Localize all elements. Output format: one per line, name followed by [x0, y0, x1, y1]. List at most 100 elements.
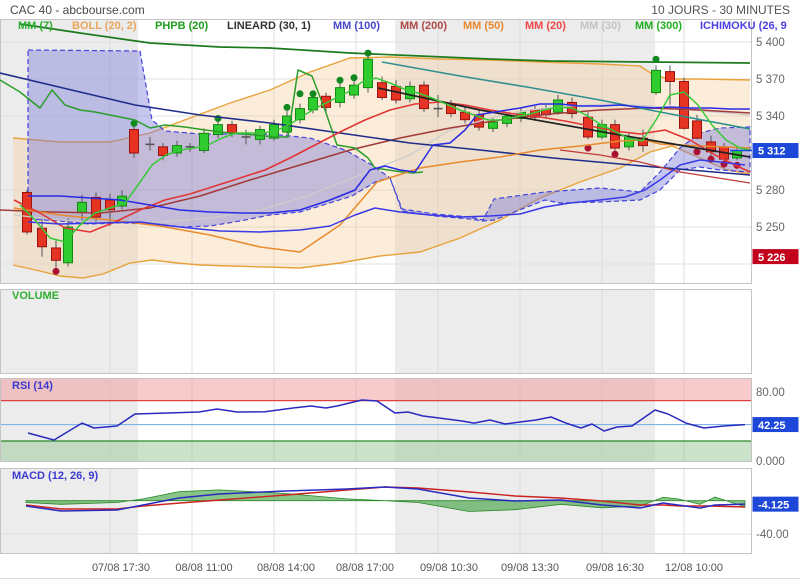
- price-tick-label: 5 280: [756, 185, 785, 197]
- time-tick-label: 08/08 17:00: [336, 562, 394, 574]
- candle-up: [145, 136, 155, 151]
- candle-body: [651, 69, 661, 94]
- indicator-legend: MM (7) BOLL (20, 2) PHPB (20) LINEARD (30, …: [0, 19, 800, 34]
- swing-high-dot: [309, 90, 317, 98]
- rsi-line: [27, 399, 746, 441]
- session-shading-band: [395, 468, 655, 554]
- rsi-value-badge: 42.25: [752, 417, 799, 433]
- candle-body: [37, 227, 47, 248]
- candle-body: [488, 121, 498, 129]
- candle-down: [679, 77, 689, 130]
- legend-item-phpb-20[interactable]: PHPB (20): [155, 20, 209, 32]
- candle-down: [129, 127, 139, 158]
- legend-item-mm-30[interactable]: MM (30): [580, 20, 621, 32]
- candle-body: [583, 116, 593, 138]
- candle-body: [446, 104, 456, 115]
- candle-body: [199, 132, 209, 152]
- overlay-lines: [0, 23, 752, 253]
- swing-low-dot: [611, 150, 619, 158]
- overlay-kijun-blue: [27, 159, 746, 233]
- panel-border: [0, 378, 752, 462]
- candle-down: [665, 65, 675, 105]
- session-shading-band: [395, 289, 655, 374]
- candle-up: [185, 143, 195, 152]
- legend-item-lineard-30-1[interactable]: LINEARD (30, 1): [227, 20, 311, 32]
- period-low-badge: 5 226: [752, 249, 799, 265]
- rsi-axis-label: 0.000: [756, 456, 785, 468]
- candle-body: [363, 58, 373, 89]
- badge-text: 42.25: [758, 420, 786, 432]
- candle-up: [241, 129, 251, 145]
- macd-plot: [1, 486, 751, 535]
- instrument-title: CAC 40 - abcbourse.com: [10, 2, 145, 17]
- overlay-mm20: [13, 101, 751, 233]
- candle-body: [129, 129, 139, 154]
- legend-item-mm-50[interactable]: MM (50): [463, 20, 504, 32]
- candle-body: [213, 124, 223, 135]
- swing-low-dot: [52, 267, 60, 275]
- candle-body: [553, 99, 563, 113]
- header-bar: CAC 40 - abcbourse.com 10 JOURS - 30 MIN…: [0, 0, 800, 19]
- rsi-oversold-zone: [1, 441, 751, 461]
- legend-item-mm-200[interactable]: MM (200): [400, 20, 448, 32]
- price-tick-label: 5 370: [756, 74, 785, 86]
- candle-body: [692, 120, 702, 139]
- price-tick-label: 5 250: [756, 222, 785, 234]
- time-tick-label: 12/08 10:00: [665, 562, 723, 574]
- candle-body: [77, 201, 87, 213]
- panel-border: [0, 19, 752, 284]
- overlay-tenkan-blue: [28, 103, 750, 214]
- legend-item-mm-300[interactable]: MM (300): [635, 20, 683, 32]
- candle-body: [91, 196, 101, 218]
- swing-high-dot: [336, 76, 344, 84]
- volume-panel-label: VOLUME: [12, 290, 60, 302]
- panel-border: [0, 289, 752, 374]
- legend-item-mm-7[interactable]: MM (7): [18, 20, 53, 32]
- time-tick-label: 08/08 11:00: [175, 562, 232, 574]
- overlay-mm7: [19, 77, 751, 243]
- overlay-mm100-navy: [0, 72, 751, 176]
- candle-down: [91, 192, 101, 223]
- time-axis: 07/08 17:30 08/08 11:00 08/08 14:00 08/08 1…: [0, 562, 800, 579]
- candle-down: [51, 240, 61, 268]
- macd-panel: [0, 468, 752, 554]
- session-shading-band: [0, 289, 138, 374]
- candle-body: [665, 71, 675, 82]
- panel-border: [0, 468, 752, 554]
- swing-high-dot: [130, 119, 138, 127]
- time-tick-label: 09/08 13:30: [501, 562, 559, 574]
- legend-item-mm-100[interactable]: MM (100): [333, 20, 381, 32]
- badge-text: -4.125: [758, 499, 789, 511]
- macd-panel-label: MACD (12, 26, 9): [12, 470, 99, 482]
- candle-up: [651, 65, 661, 96]
- swing-high-dot: [652, 55, 660, 63]
- swing-low-dot: [693, 148, 701, 156]
- badge-background: [752, 249, 799, 265]
- rsi-panel-label: RSI (14): [12, 380, 53, 392]
- badge-background: [752, 143, 799, 159]
- candle-down: [610, 119, 620, 153]
- macd-line: [25, 486, 746, 512]
- legend-item-mm-20[interactable]: MM (20): [525, 20, 566, 32]
- candle-body: [679, 80, 689, 129]
- overlay-ichimoku-lagging-teal: [381, 61, 751, 130]
- candle-body: [610, 124, 620, 149]
- candle-body: [405, 85, 415, 100]
- time-tick-label: 09/08 16:30: [586, 562, 644, 574]
- swing-high-dot: [283, 103, 291, 111]
- price-tick-label: 5 400: [756, 37, 785, 49]
- swing-high-dot: [296, 90, 304, 98]
- overlay-mm200: [0, 107, 751, 214]
- legend-item-boll-20-2[interactable]: BOLL (20, 2): [72, 20, 137, 32]
- macd-value-badge: -4.125: [752, 496, 799, 512]
- legend-item-ichimoku-26-9[interactable]: ICHIMOKU (26, 9: [700, 20, 787, 32]
- time-tick-label: 08/08 14:00: [257, 562, 315, 574]
- right-axis: 5 400 5 370 5 340 5 280 5 250 5 312 5 226 80.00…: [752, 19, 800, 580]
- overlay-mm300: [19, 23, 751, 64]
- candle-up: [199, 128, 209, 153]
- last-price-badge: 5 312: [752, 143, 799, 159]
- candle-body: [335, 87, 345, 103]
- rsi-axis-label: 80.00: [756, 387, 785, 399]
